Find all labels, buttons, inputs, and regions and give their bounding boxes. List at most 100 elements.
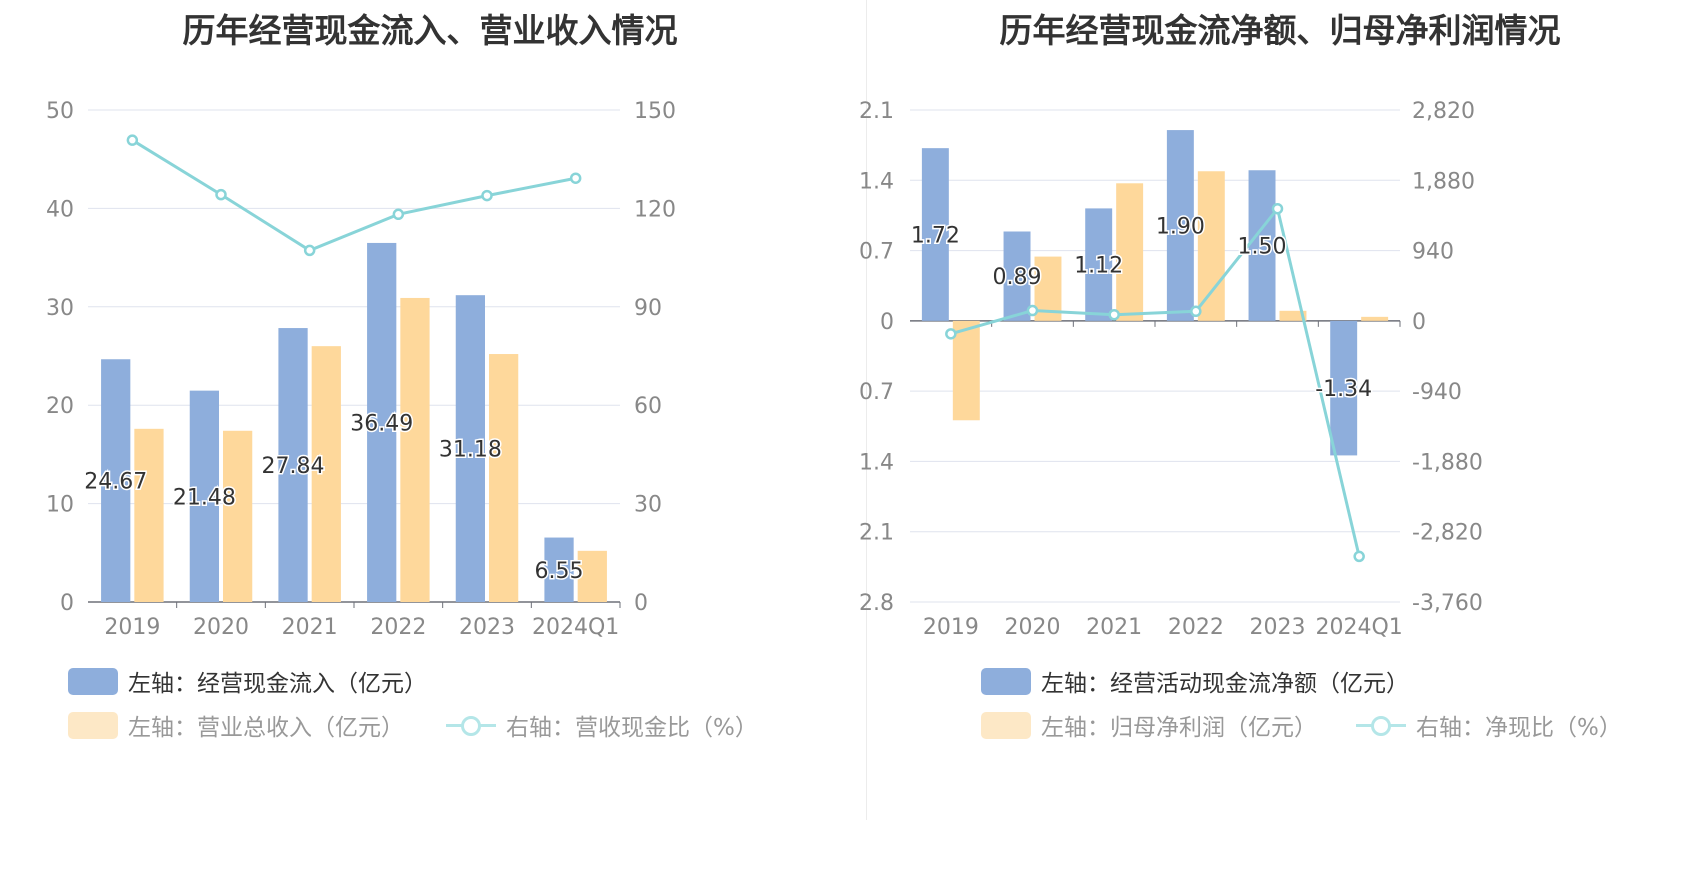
right-axis-tick-label: 30 — [634, 493, 662, 518]
data-label: 1.12 — [1074, 254, 1123, 279]
bar-orange — [1361, 316, 1389, 321]
legend-item-ratio[interactable]: 右轴：营收现金比（%） — [446, 708, 758, 742]
bar-blue — [1166, 130, 1194, 321]
legend-swatch-blue — [981, 667, 1031, 695]
ratio-line — [950, 205, 1361, 557]
ratio-point — [303, 244, 316, 257]
data-label: 27.84 — [262, 454, 325, 479]
chart-title: 历年经营现金流净额、归母净利润情况 — [999, 11, 1561, 50]
data-label: 36.49 — [350, 411, 413, 436]
right-axis-tick-label: 2,820 — [1412, 99, 1475, 124]
left-axis-tick-label: 10 — [46, 493, 74, 518]
right-axis-tick-label: 150 — [634, 99, 676, 124]
left-axis-tick-label: 40 — [46, 197, 74, 222]
data-label: 6.55 — [535, 559, 584, 584]
left-axis-tick-label: 0 — [880, 310, 894, 335]
bar-orange — [577, 550, 607, 602]
chart-title: 历年经营现金流入、营业收入情况 — [182, 11, 678, 50]
ratio-point — [1026, 304, 1039, 317]
ratio-point — [481, 189, 493, 202]
category-label: 2020 — [1005, 615, 1061, 640]
category-label: 2023 — [1250, 615, 1306, 640]
legend-line-icon — [446, 712, 496, 739]
legend-label: 左轴：经营现金流入（亿元） — [128, 671, 427, 697]
legend-label: 右轴：营收现金比（%） — [506, 715, 758, 741]
legend-item-revenue[interactable]: 左轴：营业总收入（亿元） — [68, 708, 404, 742]
left-axis-tick-label: 20 — [46, 394, 74, 419]
left-axis-tick-label: 0.7 — [860, 240, 894, 265]
bar-blue — [1003, 231, 1031, 321]
right-axis-tick-label: -3,760 — [1412, 591, 1483, 616]
left-axis-tick-label: -2.1 — [860, 521, 894, 546]
right-axis-tick-label: 0 — [1412, 310, 1426, 335]
category-label: 2021 — [282, 615, 338, 640]
left-axis-tick-label: 50 — [46, 99, 74, 124]
bar-orange — [489, 354, 519, 602]
data-label: 1.90 — [1156, 214, 1205, 239]
ratio-point — [1190, 305, 1202, 318]
bar-blue — [1248, 170, 1276, 321]
bar-blue — [1330, 320, 1358, 456]
right-axis-tick-label: 940 — [1412, 240, 1454, 265]
legend-label: 左轴：归母净利润（亿元） — [1041, 715, 1317, 741]
right-axis-tick-label: 0 — [634, 591, 648, 616]
panel-divider — [866, 0, 867, 820]
right-axis-tick-label: -940 — [1412, 380, 1462, 405]
ratio-point — [1271, 202, 1284, 215]
legend-swatch-orange — [981, 711, 1031, 739]
legend-item-cash-inflow[interactable]: 左轴：经营现金流入（亿元） — [68, 664, 427, 698]
legend-item-net-ratio[interactable]: 右轴：净现比（%） — [1356, 708, 1622, 742]
bar-orange — [1279, 310, 1307, 321]
left-axis-tick-label: 0 — [60, 591, 74, 616]
bar-blue — [189, 390, 219, 602]
category-label: 2021 — [1086, 615, 1142, 640]
category-label: 2020 — [193, 615, 249, 640]
right-axis-tick-label: 60 — [634, 394, 662, 419]
data-label: 31.18 — [439, 438, 502, 463]
category-label: 2024Q1 — [1316, 615, 1403, 640]
bar-orange — [400, 297, 430, 602]
data-label: 1.72 — [911, 224, 960, 249]
bar-orange — [952, 320, 980, 421]
legend-swatch-orange — [68, 711, 118, 739]
legend-line-icon — [1356, 712, 1406, 739]
left-axis-tick-label: -1.4 — [860, 450, 894, 475]
legend-label: 右轴：净现比（%） — [1416, 715, 1622, 741]
data-label: -1.34 — [1315, 377, 1372, 402]
category-label: 2024Q1 — [532, 615, 619, 640]
chart-canvas: -2.8 -3,760 -2.1 -2,820 -1.4 -1,880 -0.7 -940 0 0… — [860, 99, 1483, 640]
bar-orange — [1116, 183, 1144, 321]
chart-canvas: 0 0 10 30 20 60 30 90 40 120 50 150 2019 2020 2021 2022… — [46, 99, 676, 640]
category-label: 2022 — [370, 615, 426, 640]
bar-blue — [367, 242, 397, 602]
data-label: 1.50 — [1238, 235, 1287, 260]
legend-swatch-blue — [68, 667, 118, 695]
right-axis-tick-label: 120 — [634, 197, 676, 222]
bar-orange — [1197, 171, 1225, 321]
left-axis-tick-label: -2.8 — [860, 591, 894, 616]
ratio-point — [1353, 550, 1365, 563]
right-axis-tick-label: 90 — [634, 296, 662, 321]
legend-item-net-profit[interactable]: 左轴：归母净利润（亿元） — [981, 708, 1317, 742]
ratio-point — [215, 188, 227, 201]
left-axis-tick-label: -0.7 — [860, 380, 894, 405]
right-axis-tick-label: -1,880 — [1412, 450, 1483, 475]
right-axis-tick-label: -2,820 — [1412, 521, 1483, 546]
data-label: 0.89 — [993, 265, 1042, 290]
legend-item-net-cashflow[interactable]: 左轴：经营活动现金流净额（亿元） — [981, 664, 1409, 698]
left-axis-tick-label: 1.4 — [860, 169, 894, 194]
bar-orange — [134, 428, 164, 602]
bar-blue — [101, 359, 131, 602]
ratio-point — [1108, 308, 1120, 321]
ratio-point — [392, 208, 405, 221]
legend-label: 左轴：营业总收入（亿元） — [128, 715, 404, 741]
chart-panel-cashflow-inflow: 历年经营现金流入、营业收入情况 0 0 10 30 20 60 30 90 40 120 50 150… — [46, 11, 758, 742]
left-axis-tick-label: 30 — [46, 296, 74, 321]
legend-label: 左轴：经营活动现金流净额（亿元） — [1041, 671, 1409, 697]
category-label: 2023 — [459, 615, 515, 640]
left-axis-tick-label: 2.1 — [860, 99, 894, 124]
chart-panel-net-cashflow: 历年经营现金流净额、归母净利润情况 -2.8 -3,760 -2.1 -2,820 -1… — [860, 0, 1700, 874]
bar-blue — [455, 295, 485, 602]
bar-orange — [223, 430, 253, 602]
bar-blue — [544, 537, 574, 602]
